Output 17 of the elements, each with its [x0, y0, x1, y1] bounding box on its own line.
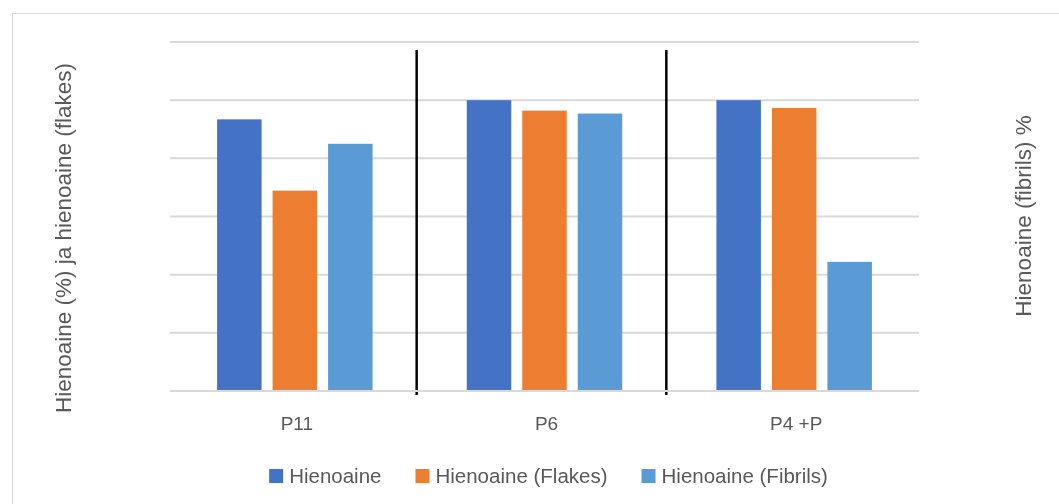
bar	[217, 119, 262, 391]
bar	[272, 190, 318, 391]
x-tick-label: P4 +P	[770, 413, 823, 434]
y2-axis-title: Hienoaine (fibrils) %	[1011, 115, 1036, 317]
bar	[577, 113, 623, 391]
y-axis-title: Hienoaine (%) ja hienoaine (flakes)	[51, 62, 76, 414]
bar	[522, 110, 567, 391]
legend-label: Hienoaine (Fibrils)	[661, 464, 828, 487]
bar	[466, 100, 512, 391]
bar	[716, 100, 761, 391]
bar	[328, 143, 373, 391]
x-tick-label: P6	[534, 413, 559, 434]
bar	[771, 108, 817, 391]
legend-label: Hienoaine (Flakes)	[435, 464, 608, 487]
bar	[827, 261, 872, 391]
x-tick-label: P11	[280, 413, 314, 434]
legend-label: Hienoaine	[289, 464, 382, 487]
